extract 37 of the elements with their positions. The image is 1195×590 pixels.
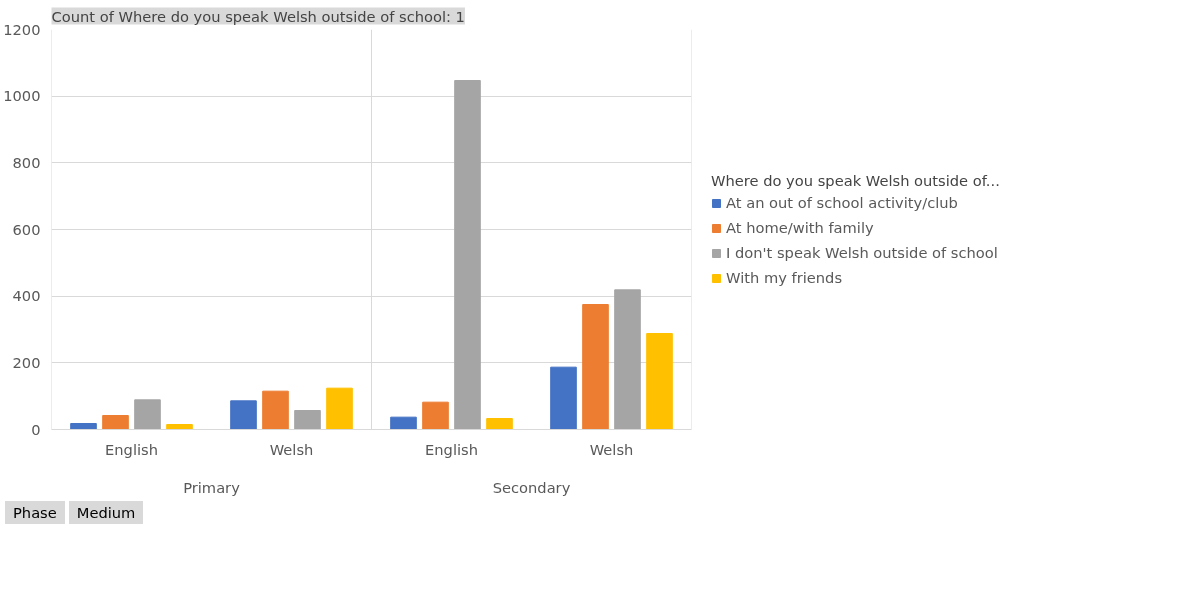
y-tick-label: 800 xyxy=(12,153,41,171)
y-tick-label: 600 xyxy=(12,220,41,238)
bar xyxy=(262,390,289,430)
text: Primary xyxy=(183,478,241,496)
legend-title: Where do you speak Welsh outside of... xyxy=(711,172,1000,189)
bar xyxy=(326,387,353,430)
bar xyxy=(230,400,257,430)
x-tick-label: Welsh xyxy=(269,440,314,458)
legend-label: At an out of school activity/club xyxy=(726,194,958,211)
x-tick-label: Welsh xyxy=(589,440,634,458)
legend-label: I don't speak Welsh outside of school xyxy=(726,244,998,261)
bar xyxy=(294,410,321,430)
bar xyxy=(646,333,673,430)
bar xyxy=(454,80,481,430)
bar xyxy=(166,424,193,430)
y-tick-label: 0 xyxy=(31,420,41,438)
x-tick-label: English xyxy=(105,440,158,458)
bar xyxy=(486,418,513,430)
y-tick-label: 1200 xyxy=(3,20,41,38)
y-tick-label: 1000 xyxy=(3,87,41,105)
x-tick-label: English xyxy=(425,440,478,458)
bar xyxy=(102,415,129,430)
legend-label: With my friends xyxy=(726,269,843,286)
y-tick-label: 400 xyxy=(12,287,41,305)
text: Phase xyxy=(5,501,65,524)
bar xyxy=(582,304,609,430)
bar xyxy=(70,423,97,430)
bar xyxy=(390,416,417,430)
bar xyxy=(550,366,577,430)
legend-label: At home/with family xyxy=(726,219,874,236)
y-tick-label: 200 xyxy=(12,353,41,371)
text: Medium xyxy=(68,501,144,524)
bar xyxy=(422,401,449,430)
chart-title: Count of Where do you speak Welsh outside of school: 1 xyxy=(51,7,465,25)
bar xyxy=(614,289,641,430)
text: Secondary xyxy=(492,478,571,496)
bar xyxy=(134,399,161,430)
